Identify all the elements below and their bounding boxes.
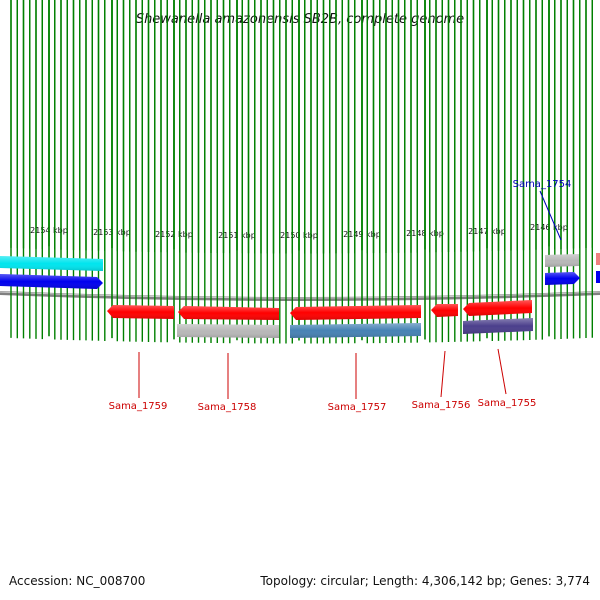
gene-blue-edge[interactable] bbox=[596, 271, 600, 283]
gene-pink-edge[interactable] bbox=[596, 253, 600, 265]
forward-strand-features bbox=[0, 253, 600, 289]
lower-tick-ruler bbox=[10, 0, 593, 344]
gene-label-sama-1758[interactable]: Sama_1758 bbox=[198, 402, 257, 413]
gene-label-sama-1756[interactable]: Sama_1756 bbox=[412, 400, 471, 411]
gene-label-sama-1759[interactable]: Sama_1759 bbox=[109, 401, 168, 412]
leader-sama-1756 bbox=[440, 350, 446, 398]
leader-sama-1754 bbox=[539, 190, 562, 241]
gene-label-sama-1757[interactable]: Sama_1757 bbox=[328, 402, 387, 413]
map-title: Shewanella amazonensis SB2B, complete ge… bbox=[136, 12, 464, 27]
leader-sama-1755 bbox=[497, 348, 507, 395]
genome-backbone-highlight bbox=[0, 291, 600, 299]
gene-label-sama-1754[interactable]: Sama_1754 bbox=[513, 179, 572, 190]
gene-label-sama-1755[interactable]: Sama_1755 bbox=[478, 398, 537, 409]
topology-text: Topology: circular; Length: 4,306,142 bp… bbox=[260, 574, 590, 588]
reverse-strand-features bbox=[107, 300, 533, 338]
gene-leader-lines bbox=[138, 190, 562, 399]
gene-labels: Sama_1754 Sama_1755 Sama_1756 Sama_1757 … bbox=[109, 179, 572, 413]
genome-backbone bbox=[0, 291, 600, 301]
accession-text: Accession: NC_008700 bbox=[9, 574, 146, 588]
